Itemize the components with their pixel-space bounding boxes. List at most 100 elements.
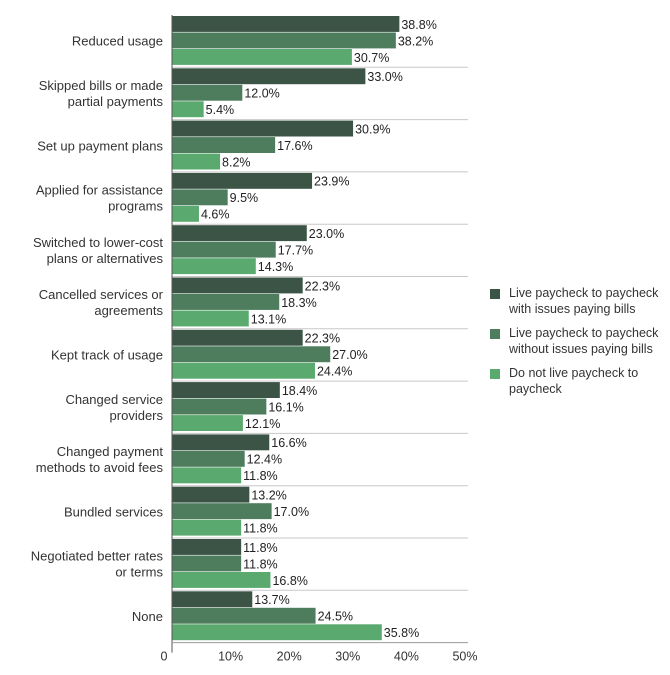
data-label: 13.7%	[254, 593, 289, 607]
bar	[172, 450, 245, 467]
category-label: Switched to lower-cost plans or alternati…	[33, 235, 164, 266]
data-label: 11.8%	[243, 521, 278, 535]
data-label: 17.0%	[274, 505, 309, 519]
bar	[172, 362, 315, 379]
data-label: 38.2%	[398, 34, 433, 48]
bar	[172, 32, 396, 49]
data-label: 30.7%	[354, 51, 389, 65]
legend-swatch	[490, 369, 500, 379]
legend-swatch	[490, 289, 500, 299]
data-label: 11.8%	[243, 541, 278, 555]
bar	[172, 519, 242, 536]
bar	[172, 16, 400, 32]
data-label: 12.0%	[244, 87, 279, 101]
bar	[172, 382, 280, 398]
data-label: 8.2%	[222, 155, 251, 169]
data-label: 11.8%	[243, 469, 278, 483]
data-label: 22.3%	[305, 332, 340, 346]
bar	[172, 153, 221, 170]
data-label: 18.4%	[282, 384, 317, 398]
bar	[172, 205, 199, 222]
data-label: 17.6%	[277, 139, 312, 153]
bar	[172, 137, 276, 153]
bar	[172, 572, 271, 588]
legend-label: Live paycheck to paycheck with issues pay…	[509, 286, 659, 316]
bar	[172, 346, 331, 363]
legend-item: Do not live paycheck to paycheck	[490, 365, 665, 397]
x-tick-label: 50%	[452, 650, 477, 664]
bar	[172, 68, 366, 85]
data-label: 13.1%	[251, 312, 286, 326]
data-label: 33.0%	[367, 70, 402, 84]
bar	[172, 329, 303, 346]
bar	[172, 539, 242, 555]
x-tick-label: 20%	[277, 650, 302, 664]
bar	[172, 120, 354, 137]
data-label: 16.8%	[272, 574, 307, 588]
data-label: 18.3%	[281, 296, 316, 310]
data-label: 14.3%	[258, 260, 293, 274]
data-label: 16.1%	[268, 400, 303, 414]
category-label: Skipped bills or made partial payments	[39, 78, 164, 109]
category-label: Kept track of usage	[51, 347, 163, 362]
bar	[172, 84, 243, 101]
data-label: 4.6%	[201, 208, 230, 222]
legend-item: Live paycheck to paycheck without issues …	[490, 325, 665, 357]
data-label: 12.1%	[245, 417, 280, 431]
bar	[172, 294, 280, 310]
legend-label: Live paycheck to paycheck without issues …	[509, 326, 659, 356]
data-label: 38.8%	[401, 18, 436, 32]
data-label: 35.8%	[384, 626, 419, 640]
category-label: Cancelled services or agreements	[39, 287, 164, 318]
category-label: Applied for assistance programs	[36, 183, 164, 214]
x-tick-label: 30%	[335, 650, 360, 664]
bar	[172, 434, 270, 451]
bar	[172, 241, 276, 258]
category-label: Negotiated better rates or terms	[31, 549, 164, 580]
legend: Live paycheck to paycheck with issues pay…	[490, 285, 665, 405]
bar	[172, 277, 303, 294]
data-label: 24.5%	[318, 610, 353, 624]
bar	[172, 607, 316, 624]
bar	[172, 225, 307, 242]
data-label: 16.6%	[271, 436, 306, 450]
bar	[172, 624, 382, 641]
data-label: 24.4%	[317, 365, 352, 379]
data-label: 11.8%	[243, 557, 278, 571]
legend-label: Do not live paycheck to paycheck	[509, 366, 639, 396]
x-tick-label: 40%	[394, 650, 419, 664]
data-label: 22.3%	[305, 279, 340, 293]
bar	[172, 415, 243, 431]
legend-item: Live paycheck to paycheck with issues pay…	[490, 285, 665, 317]
data-label: 23.9%	[314, 175, 349, 189]
category-label: Bundled services	[64, 504, 163, 519]
category-label: Set up payment plans	[37, 138, 163, 153]
data-label: 17.7%	[278, 243, 313, 257]
category-label: Changed payment methods to avoid fees	[36, 444, 164, 475]
x-tick-label: 0	[161, 650, 168, 664]
bar	[172, 467, 242, 484]
category-label: Reduced usage	[72, 34, 163, 49]
data-label: 30.9%	[355, 122, 390, 136]
bar	[172, 555, 242, 572]
data-label: 13.2%	[251, 488, 286, 502]
bar	[172, 591, 253, 608]
data-label: 12.4%	[247, 453, 282, 467]
category-label: None	[132, 609, 163, 624]
bar	[172, 503, 272, 520]
bar	[172, 398, 267, 415]
bar	[172, 189, 228, 206]
bar	[172, 486, 250, 503]
bar	[172, 49, 352, 65]
bar	[172, 258, 256, 275]
x-tick-label: 10%	[218, 650, 243, 664]
bar	[172, 310, 249, 327]
data-label: 23.0%	[309, 227, 344, 241]
category-label: Changed service providers	[65, 392, 163, 423]
data-label: 27.0%	[332, 348, 367, 362]
legend-swatch	[490, 329, 500, 339]
bar	[172, 172, 313, 189]
bar	[172, 101, 204, 118]
data-label: 5.4%	[206, 103, 235, 117]
